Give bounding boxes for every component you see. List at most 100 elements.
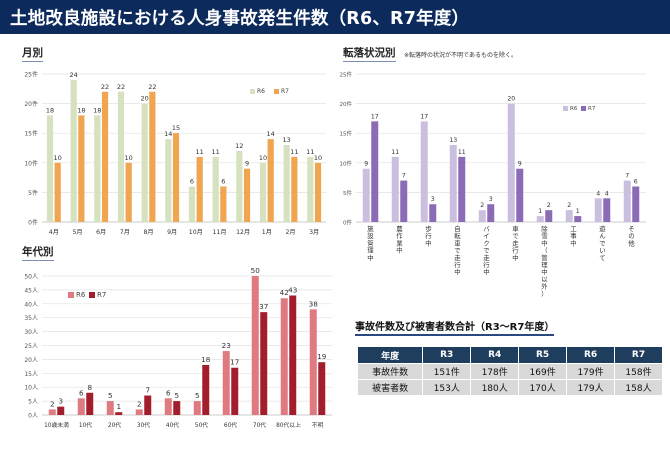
type-data-label: 9 (518, 161, 522, 168)
summary-body: 事故件数 151件 178件 169件 179件 158件 被害者数 153人 180人 170人… (356, 363, 663, 396)
monthly-category-label: 6月 (96, 229, 106, 236)
summary-cell: 158人 (614, 379, 663, 396)
monthly-data-label: 12 (235, 142, 243, 150)
monthly-category-label: 9月 (167, 229, 177, 236)
monthly-bar-r6 (212, 156, 219, 222)
summary-table: 年度 R3 R4 R5 R6 R7 事故件数 151件 178件 169件 179件 158件 被害者… (356, 346, 663, 396)
age-category-label: 10代 (79, 421, 92, 429)
svg-text:中: 中 (483, 267, 489, 276)
svg-text:業: 業 (396, 238, 403, 247)
monthly-category-label: 2月 (285, 229, 295, 236)
monthly-bar-r7 (267, 139, 274, 222)
monthly-data-label: 6 (190, 177, 194, 185)
type-data-label: 20 (507, 96, 515, 103)
type-data-label: 3 (489, 196, 493, 203)
age-bar-r6 (77, 398, 85, 415)
age-data-label: 37 (259, 302, 268, 311)
age-category-label: 60代 (224, 421, 237, 429)
summary-cell: 169件 (518, 363, 568, 380)
svg-text:工: 工 (570, 225, 577, 233)
svg-text:農: 農 (396, 224, 403, 233)
type-data-label: 2 (480, 202, 484, 209)
svg-text:車: 車 (454, 238, 461, 247)
age-bar-r6 (135, 409, 143, 415)
type-bar-r6 (391, 156, 399, 222)
svg-text:設: 設 (367, 231, 374, 240)
summary-cell: 被害者数 (356, 379, 424, 396)
age-bar-r6 (164, 398, 172, 415)
type-data-label: 3 (431, 196, 435, 203)
age-bar-r7 (202, 364, 210, 415)
monthly-bar-r6 (236, 150, 243, 222)
summary-cell: 158件 (614, 363, 663, 380)
type-category-label: 歩行中 (425, 224, 432, 247)
svg-text:施: 施 (367, 224, 374, 233)
svg-text:中: 中 (570, 238, 576, 247)
monthly-data-label: 13 (283, 136, 291, 144)
age-y-tick: 50人 (24, 274, 38, 281)
summary-column-header: R6 (566, 346, 616, 364)
svg-text:中: 中 (512, 253, 518, 262)
type-data-label: 2 (547, 202, 551, 209)
age-bar-r7 (173, 401, 181, 415)
summary-cell: 179人 (566, 379, 616, 396)
svg-text:で: で (483, 247, 489, 255)
monthly-bar-r7 (54, 162, 61, 222)
age-bar-r6 (280, 298, 288, 415)
summary-cell: 151件 (422, 363, 472, 380)
svg-text:走: 走 (512, 239, 519, 247)
summary-column-header: R4 (470, 346, 520, 364)
monthly-bar-r7 (149, 91, 156, 222)
age-y-tick: 5人 (28, 399, 38, 406)
monthly-category-label: 1月 (262, 229, 272, 236)
age-section-label: 年代別 (22, 244, 54, 261)
age-bar-r7 (318, 362, 326, 415)
svg-text:中: 中 (454, 267, 460, 276)
svg-text:中: 中 (367, 253, 373, 262)
type-bar-r7 (516, 168, 524, 222)
monthly-category-label: 7月 (120, 229, 130, 236)
svg-text:除: 除 (541, 224, 548, 233)
monthly-bar-r6 (117, 91, 125, 222)
age-y-tick: 20人 (24, 357, 38, 364)
age-data-label: 2 (137, 399, 142, 408)
monthly-data-label: 22 (148, 83, 156, 91)
age-bar-r7 (260, 312, 268, 415)
age-data-label: 8 (87, 383, 92, 392)
age-y-tick: 15人 (24, 371, 38, 378)
monthly-category-label: 3月 (309, 229, 319, 236)
type-data-label: 13 (449, 137, 457, 144)
age-y-tick: 0人 (28, 413, 38, 420)
monthly-legend-label: R6 (257, 88, 265, 95)
svg-text:の: の (628, 232, 634, 240)
monthly-data-label: 6 (221, 177, 225, 185)
monthly-bar-r7 (125, 162, 132, 222)
svg-text:自: 自 (454, 224, 460, 233)
monthly-category-label: 12月 (236, 229, 250, 236)
age-category-label: 80代以上 (276, 421, 301, 429)
age-data-label: 23 (222, 341, 231, 350)
svg-text:転: 転 (454, 232, 461, 240)
svg-text:中: 中 (425, 238, 431, 247)
svg-text:車: 車 (512, 224, 519, 233)
type-bar-r6 (507, 103, 515, 222)
age-bar-r6 (222, 351, 230, 415)
age-y-tick: 45人 (24, 287, 38, 294)
summary-column-header: 年度 (356, 346, 424, 364)
monthly-data-label: 11 (196, 148, 204, 156)
monthly-bar-r7 (78, 115, 85, 222)
age-y-tick: 25人 (24, 343, 38, 350)
summary-row: 被害者数 153人 180人 170人 179人 158人 (356, 379, 663, 396)
monthly-data-label: 18 (77, 106, 85, 114)
summary-cell: 179件 (566, 363, 616, 380)
age-category-label: 30代 (137, 421, 150, 429)
monthly-y-tick: 20件 (24, 100, 38, 108)
type-legend-swatch (563, 106, 568, 111)
svg-text:中: 中 (541, 238, 547, 247)
age-y-tick: 35人 (24, 315, 38, 322)
svg-text:中: 中 (396, 246, 402, 255)
